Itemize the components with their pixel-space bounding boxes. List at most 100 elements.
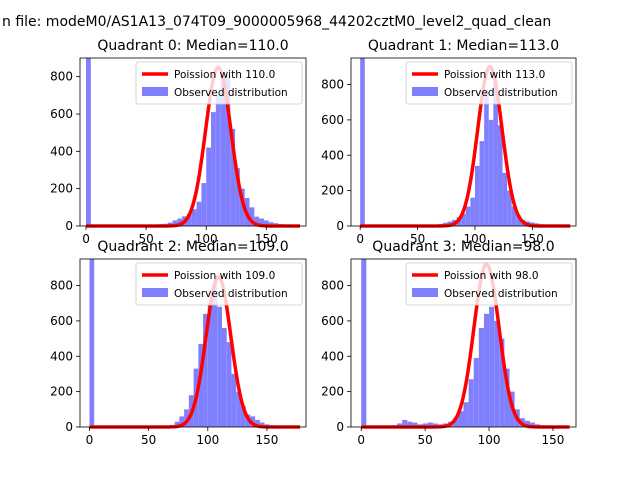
figure-suptitle: n file: modeM0/AS1A13_074T09_9000005968_… <box>2 14 551 30</box>
x-tick-label: 150 <box>255 232 278 246</box>
histogram-bar <box>407 421 413 427</box>
histogram-bar <box>239 188 245 226</box>
legend: Poission with 109.0 Observed distribution <box>135 262 303 306</box>
histogram-bar <box>206 147 212 226</box>
histogram-bar <box>422 423 428 427</box>
legend-observed-swatch <box>412 87 438 96</box>
x-tick-label: 100 <box>478 433 501 447</box>
subplot-title: Quadrant 3: Median=98.0 <box>372 239 554 255</box>
legend-box <box>135 61 303 105</box>
legend: Poission with 98.0 Observed distribution <box>405 262 573 306</box>
histogram-bar <box>529 422 536 427</box>
histogram-bar <box>524 420 530 427</box>
legend-poisson-label: Poission with 109.0 <box>174 270 275 282</box>
y-tick-label: 800 <box>321 78 344 92</box>
histogram-bar <box>212 281 218 427</box>
y-tick-label: 0 <box>65 420 73 434</box>
legend-observed-label: Observed distribution <box>174 288 288 300</box>
y-tick-label: 600 <box>50 314 73 328</box>
y-tick-label: 400 <box>321 148 344 162</box>
y-tick-label: 0 <box>336 219 344 233</box>
histogram-bar <box>240 405 246 427</box>
x-tick-label: 150 <box>542 433 565 447</box>
histogram-bar <box>225 74 231 226</box>
histogram-bar <box>196 201 202 226</box>
histogram-bar <box>453 418 459 427</box>
x-tick-label: 150 <box>255 433 278 447</box>
histogram-bar <box>230 128 236 226</box>
histogram-bar <box>361 259 367 427</box>
observed-histogram <box>86 58 293 227</box>
histogram-bar <box>494 320 500 427</box>
legend-observed-swatch <box>142 87 168 96</box>
histogram-bar <box>470 197 475 226</box>
y-tick-label: 200 <box>321 385 344 399</box>
histogram-bar <box>473 358 479 427</box>
y-tick-label: 200 <box>50 385 73 399</box>
y-tick-label: 800 <box>321 279 344 293</box>
histogram-bar <box>488 119 494 226</box>
histogram-bar <box>207 303 213 427</box>
legend-poisson-label: Poission with 113.0 <box>444 69 545 81</box>
legend: Poission with 113.0 Observed distribution <box>405 61 573 105</box>
y-tick-label: 600 <box>321 314 344 328</box>
histogram-bar <box>203 313 208 427</box>
histogram-bar <box>177 218 183 226</box>
histogram-bar <box>474 165 480 226</box>
histogram-bar <box>179 416 185 427</box>
histogram-bar <box>268 222 274 226</box>
histogram-bar <box>255 419 260 427</box>
histogram-bar <box>263 220 269 226</box>
histogram-bar <box>236 391 241 427</box>
histogram-bar <box>507 190 512 226</box>
axes-frame <box>350 258 577 428</box>
histogram-bar <box>468 379 474 427</box>
histogram-bar <box>397 423 403 427</box>
subplot-grid: 0 50 100 150 0 200 400 600 800 Quadrant 0: Median… <box>50 38 577 447</box>
y-tick-label: 400 <box>50 349 73 363</box>
axes-frame <box>350 57 577 227</box>
histogram-bar <box>231 373 237 427</box>
legend-box <box>405 61 573 105</box>
histogram-bar <box>174 421 180 427</box>
axes-frame <box>79 258 307 428</box>
histogram-bar <box>360 58 365 226</box>
legend: Poission with 110.0 Observed distribution <box>135 61 303 105</box>
histogram-bar <box>499 338 505 427</box>
x-tick-label: 100 <box>195 232 218 246</box>
histogram-bar <box>86 58 91 226</box>
histogram-bar <box>201 183 207 226</box>
subplot-quadrant-1: 0 50 100 150 0 200 400 600 800 Quadrant 1: Median… <box>321 38 577 246</box>
y-tick-label: 400 <box>50 144 73 158</box>
histogram-bar <box>191 209 197 226</box>
histogram-bar <box>504 368 510 427</box>
legend-observed-swatch <box>142 288 168 297</box>
y-tick-label: 200 <box>321 184 344 198</box>
x-tick-label: 100 <box>464 232 487 246</box>
legend-observed-label: Observed distribution <box>174 87 288 99</box>
histogram-bar <box>221 327 227 427</box>
histogram-bar <box>461 213 466 226</box>
histogram-bar <box>215 95 221 226</box>
x-tick-label: 100 <box>196 433 219 447</box>
y-tick-label: 800 <box>50 279 73 293</box>
histogram-bar <box>479 141 485 226</box>
histogram-bar <box>89 259 95 427</box>
axes-frame <box>79 57 307 227</box>
histogram-bar <box>465 206 471 226</box>
histogram-bar <box>511 206 517 226</box>
histogram-bar <box>259 218 264 226</box>
legend-box <box>135 262 303 306</box>
histogram-bar <box>412 422 418 427</box>
histogram-bar <box>172 220 178 226</box>
y-tick-label: 0 <box>336 420 344 434</box>
subplot-quadrant-3: 0 50 100 150 0 200 400 600 800 Quadrant 3: Median… <box>321 239 577 447</box>
histogram-bar <box>220 80 226 227</box>
histogram-bar <box>458 411 464 427</box>
subplot-quadrant-0: 0 50 100 150 0 200 400 600 800 Quadrant 0: Median… <box>50 38 307 246</box>
y-tick-label: 600 <box>321 113 344 127</box>
x-tick-label: 0 <box>86 433 94 447</box>
histogram-bar <box>186 213 192 226</box>
y-tick-label: 400 <box>321 349 344 363</box>
